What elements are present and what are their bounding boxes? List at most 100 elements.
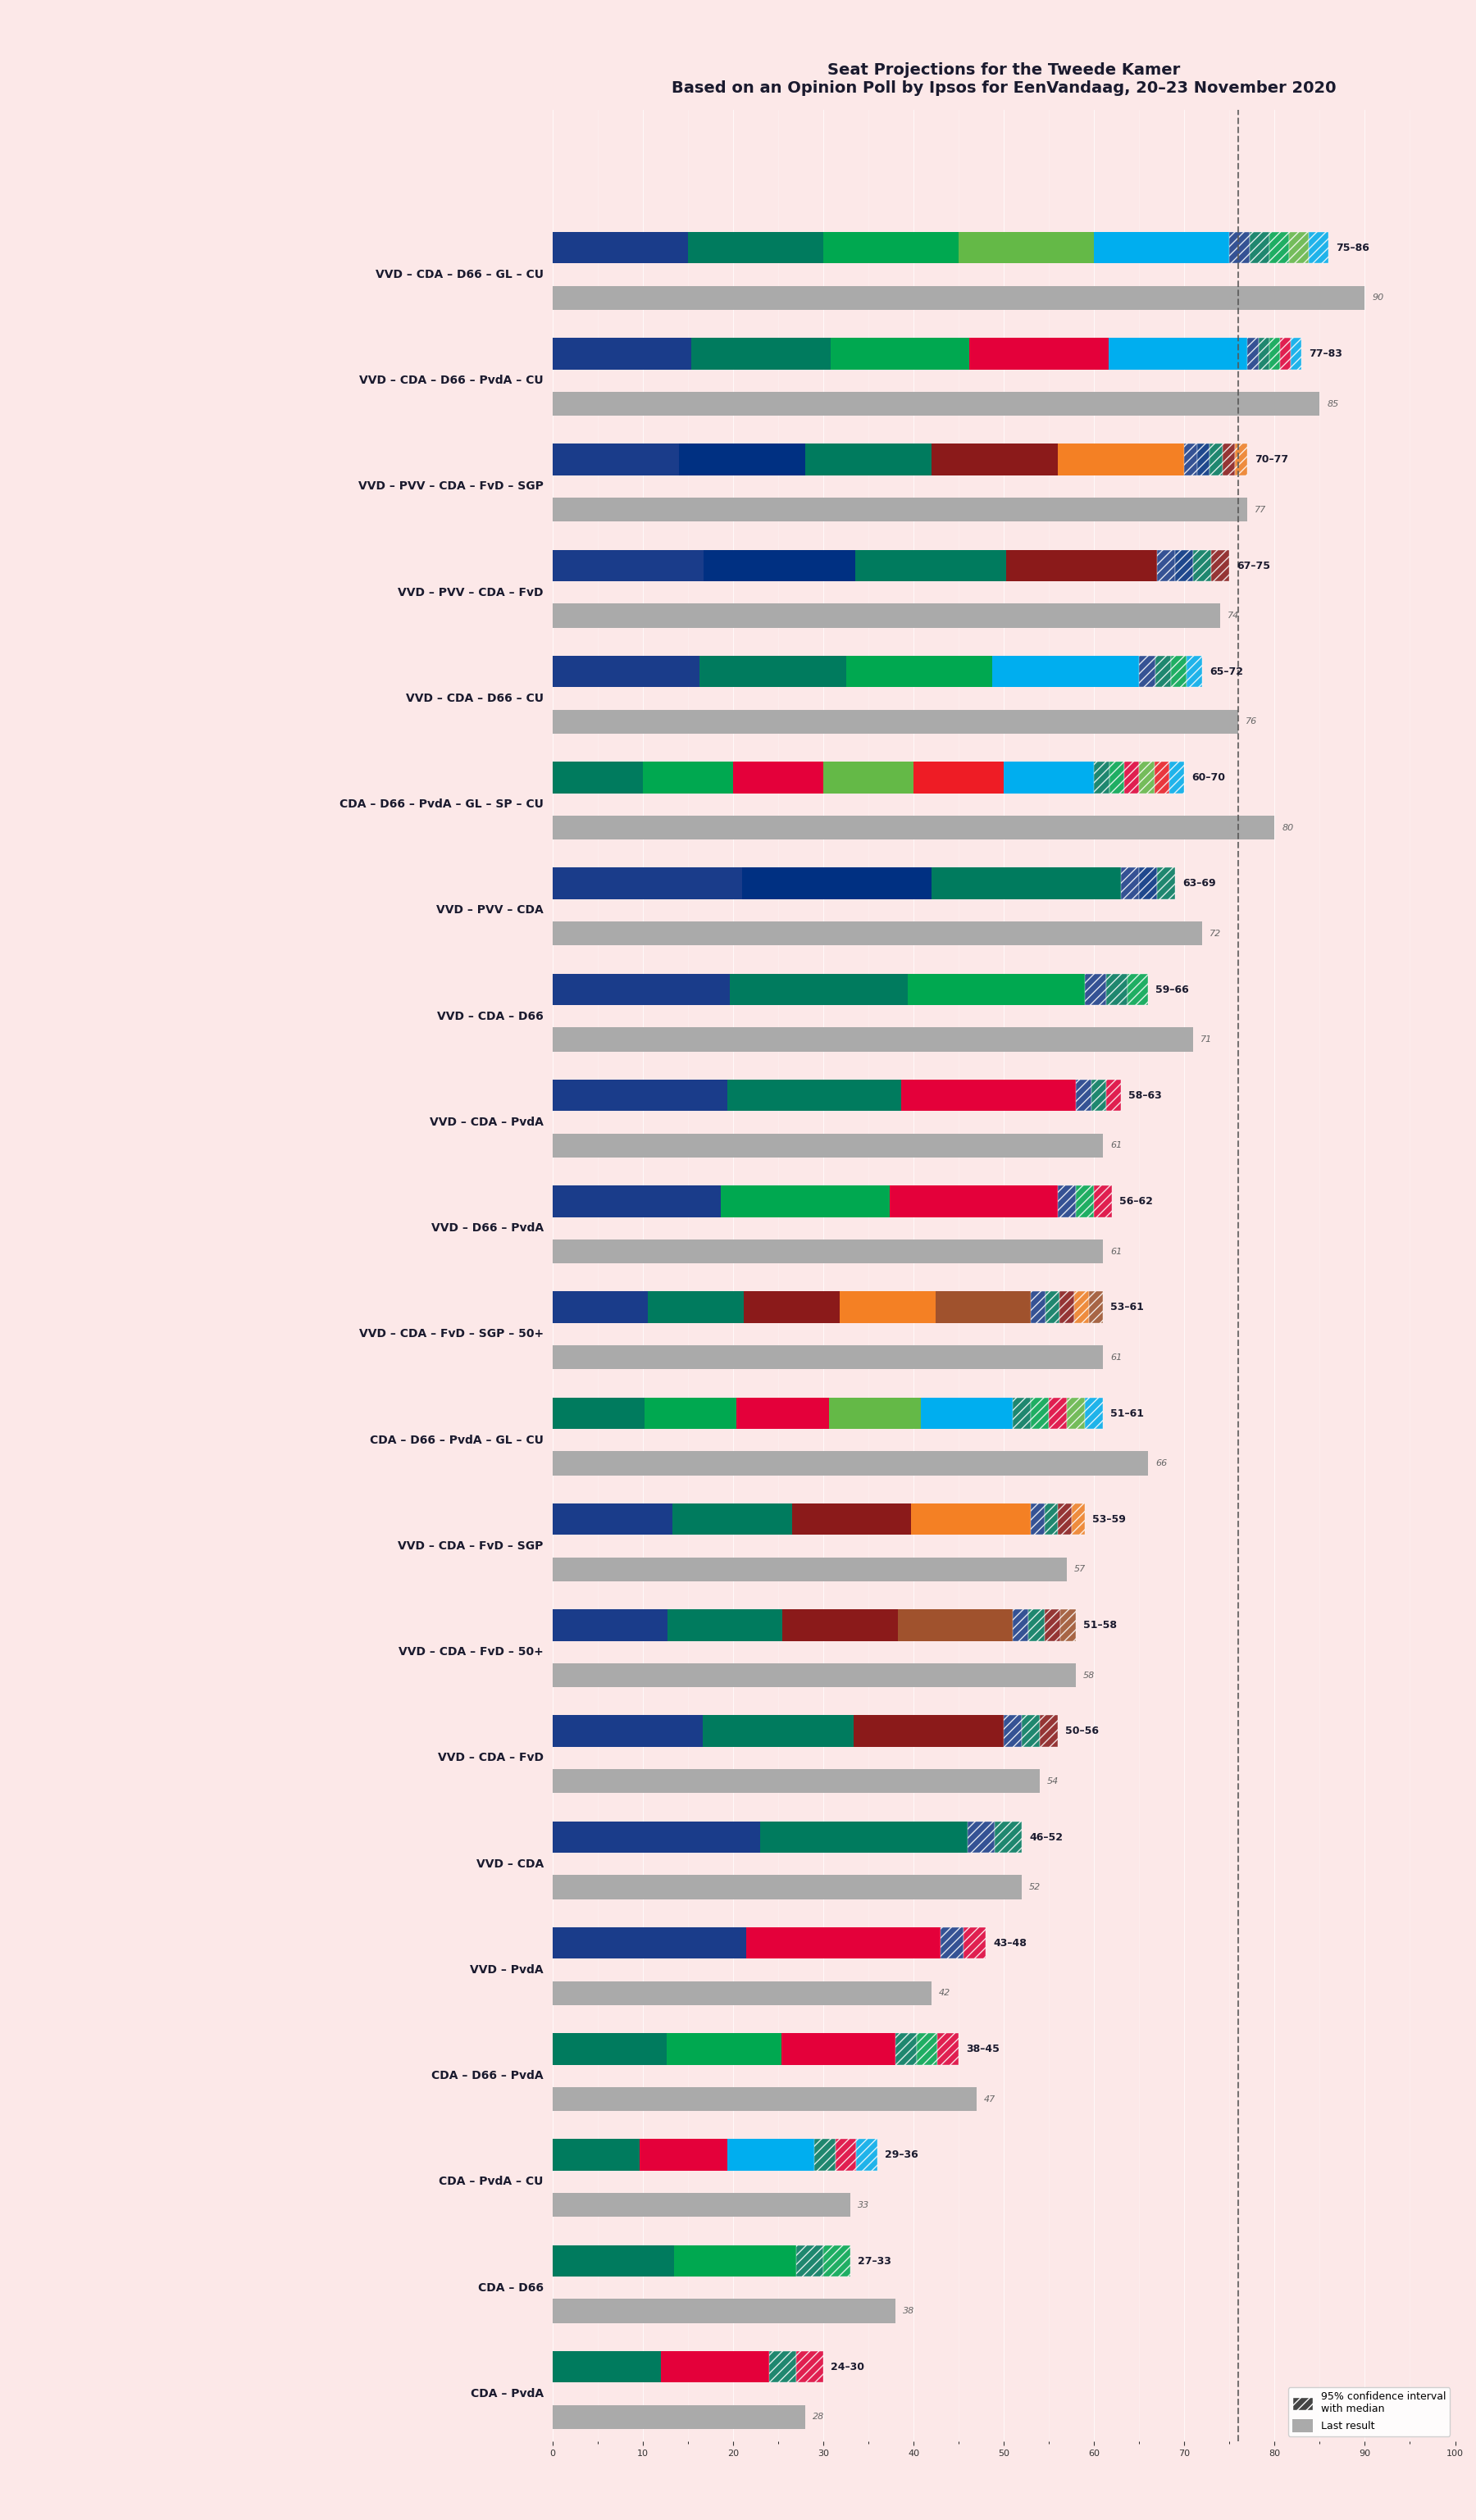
Bar: [552, 232, 1328, 265]
Bar: [552, 761, 642, 794]
Bar: [1076, 1079, 1091, 1111]
Text: 24–30: 24–30: [831, 2361, 863, 2371]
Text: 28: 28: [812, 2414, 824, 2422]
Text: VVD – D66 – PvdA: VVD – D66 – PvdA: [431, 1222, 543, 1235]
Bar: [936, 1293, 1030, 1323]
Bar: [700, 655, 846, 688]
Bar: [1108, 338, 1247, 370]
Text: 54: 54: [1046, 1777, 1058, 1787]
Bar: [1170, 655, 1187, 688]
Bar: [645, 1399, 737, 1429]
Text: 58–63: 58–63: [1128, 1091, 1162, 1101]
Text: 90: 90: [1373, 295, 1383, 302]
Bar: [1060, 1293, 1075, 1323]
Text: CDA – D66 – PvdA – GL – CU: CDA – D66 – PvdA – GL – CU: [370, 1434, 543, 1446]
Text: VVD – CDA – D66 – GL – CU: VVD – CDA – D66 – GL – CU: [375, 270, 543, 280]
Bar: [1269, 338, 1280, 370]
Bar: [731, 973, 908, 1005]
Bar: [1309, 232, 1328, 265]
Bar: [940, 1928, 964, 1958]
Bar: [1041, 1716, 1058, 1746]
Bar: [1230, 232, 1249, 265]
Text: 70–77: 70–77: [1255, 454, 1289, 466]
Text: 80: 80: [1281, 824, 1293, 832]
Bar: [552, 1079, 728, 1111]
Bar: [908, 973, 1085, 1005]
Text: 51–58: 51–58: [1083, 1620, 1117, 1630]
Bar: [856, 2139, 877, 2170]
Bar: [1060, 1610, 1076, 1641]
Bar: [552, 1184, 720, 1217]
Bar: [552, 867, 1175, 900]
Bar: [1197, 444, 1210, 476]
Bar: [855, 549, 1007, 582]
Bar: [704, 549, 855, 582]
Bar: [931, 444, 1058, 476]
Bar: [552, 1610, 667, 1641]
Bar: [552, 2034, 959, 2064]
Bar: [552, 1822, 1021, 1852]
Bar: [672, 1504, 791, 1535]
Bar: [1021, 1716, 1041, 1746]
Bar: [806, 444, 931, 476]
Bar: [1139, 761, 1154, 794]
Text: VVD – CDA – D66 – PvdA – CU: VVD – CDA – D66 – PvdA – CU: [359, 375, 543, 386]
Text: 76: 76: [1246, 718, 1258, 726]
Bar: [782, 1610, 897, 1641]
Text: VVD – CDA – FvD – SGP: VVD – CDA – FvD – SGP: [399, 1540, 543, 1552]
Bar: [552, 549, 704, 582]
Bar: [1235, 444, 1247, 476]
Bar: [1125, 761, 1139, 794]
Text: CDA – PvdA – CU: CDA – PvdA – CU: [438, 2177, 543, 2187]
Bar: [552, 2087, 977, 2112]
Bar: [1247, 338, 1259, 370]
Text: 38–45: 38–45: [965, 2044, 999, 2054]
Bar: [552, 1079, 1122, 1111]
Bar: [552, 1875, 1021, 1900]
Bar: [1128, 973, 1148, 1005]
Bar: [1089, 1293, 1103, 1323]
Bar: [1269, 232, 1289, 265]
Bar: [964, 1928, 986, 1958]
Bar: [1184, 444, 1197, 476]
Text: 43–48: 43–48: [993, 1938, 1026, 1948]
Bar: [552, 2034, 667, 2064]
Bar: [840, 1293, 936, 1323]
Text: VVD – PVV – CDA: VVD – PVV – CDA: [437, 905, 543, 917]
Bar: [1139, 867, 1157, 900]
Bar: [1058, 444, 1184, 476]
Bar: [1075, 1293, 1089, 1323]
Bar: [815, 2139, 835, 2170]
Bar: [737, 1399, 828, 1429]
Bar: [734, 761, 824, 794]
Bar: [552, 2139, 877, 2170]
Text: 59–66: 59–66: [1156, 985, 1188, 995]
Bar: [1049, 1399, 1067, 1429]
Bar: [552, 1928, 986, 1958]
Text: VVD – CDA – PvdA: VVD – CDA – PvdA: [430, 1116, 543, 1129]
Bar: [552, 444, 1247, 476]
Bar: [959, 232, 1094, 265]
Bar: [552, 1184, 1111, 1217]
Text: VVD – CDA: VVD – CDA: [477, 1857, 543, 1870]
Bar: [552, 1610, 1076, 1641]
Text: CDA – D66 – PvdA – GL – SP – CU: CDA – D66 – PvdA – GL – SP – CU: [339, 799, 543, 809]
Text: 58: 58: [1083, 1671, 1095, 1678]
Bar: [742, 867, 931, 900]
Bar: [1030, 1293, 1045, 1323]
Text: VVD – CDA – D66 – CU: VVD – CDA – D66 – CU: [406, 693, 543, 703]
Text: 85: 85: [1327, 401, 1339, 408]
Bar: [1094, 232, 1230, 265]
Bar: [1045, 1504, 1058, 1535]
Bar: [661, 2351, 769, 2381]
Bar: [728, 1079, 902, 1111]
Bar: [720, 1184, 890, 1217]
Text: 66: 66: [1156, 1459, 1168, 1467]
Bar: [796, 2351, 824, 2381]
Bar: [995, 1822, 1021, 1852]
Bar: [1194, 549, 1212, 582]
Bar: [552, 867, 742, 900]
Bar: [1169, 761, 1184, 794]
Bar: [1058, 1184, 1076, 1217]
Bar: [552, 444, 679, 476]
